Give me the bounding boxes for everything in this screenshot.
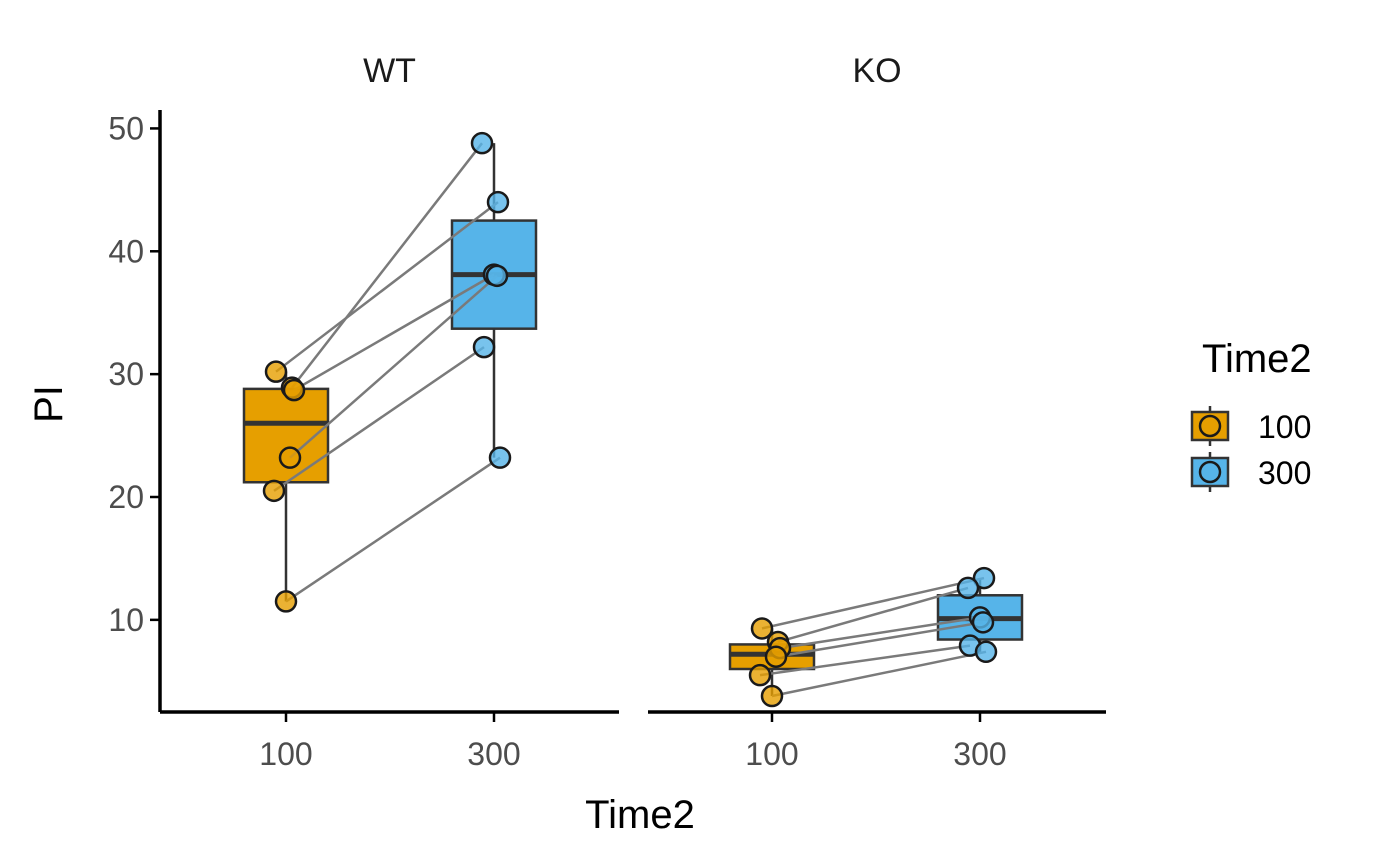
x-tick-label: 100 [745, 736, 798, 772]
pair-line [761, 576, 985, 630]
y-tick-label: 30 [108, 356, 144, 392]
pair-line [775, 621, 984, 658]
legend-key-point [1198, 460, 1222, 484]
y-tick-label: 20 [108, 479, 144, 515]
y-tick-label: 10 [108, 602, 144, 638]
pair-line [759, 644, 971, 677]
point-100 [750, 617, 774, 640]
point-300 [488, 446, 512, 469]
facet-label-ko: KO [852, 52, 901, 90]
point-100 [264, 360, 288, 383]
x-tick-label: 100 [259, 736, 312, 772]
x-axis-title: Time2 [585, 793, 695, 837]
point-300 [485, 264, 509, 288]
y-tick-label: 50 [108, 110, 144, 146]
pair-line [779, 616, 981, 650]
pair-line [777, 586, 969, 644]
legend-title: Time2 [1202, 337, 1312, 381]
x-tick-label: 300 [467, 736, 520, 772]
pair-line [285, 456, 501, 603]
pair-line [289, 274, 498, 459]
point-300 [470, 131, 494, 155]
point-100 [278, 446, 302, 469]
point-300 [486, 190, 510, 214]
point-300 [971, 611, 995, 634]
y-tick-label: 40 [108, 233, 144, 269]
point-100 [764, 645, 788, 668]
legend-key-point [1198, 414, 1222, 438]
point-100 [282, 378, 306, 402]
point-100 [760, 684, 784, 708]
point-100 [274, 590, 298, 613]
x-tick-label: 300 [953, 736, 1006, 772]
facet-label-wt: WT [363, 52, 416, 90]
pair-line [771, 650, 987, 698]
legend-label-300: 300 [1258, 455, 1311, 491]
pair-line [273, 346, 485, 492]
y-axis-title: PI [27, 385, 71, 423]
point-300 [974, 640, 998, 664]
pair-line [291, 142, 483, 389]
plot-area: WT 100 300 KO 100 300 10 20 30 40 50 [108, 52, 1106, 772]
pair-line [293, 273, 495, 392]
point-300 [472, 335, 496, 359]
point-300 [972, 566, 996, 590]
point-100 [748, 663, 772, 687]
point-100 [262, 479, 286, 503]
point-300 [956, 576, 980, 600]
pair-line [275, 201, 499, 373]
legend-label-100: 100 [1258, 409, 1311, 445]
